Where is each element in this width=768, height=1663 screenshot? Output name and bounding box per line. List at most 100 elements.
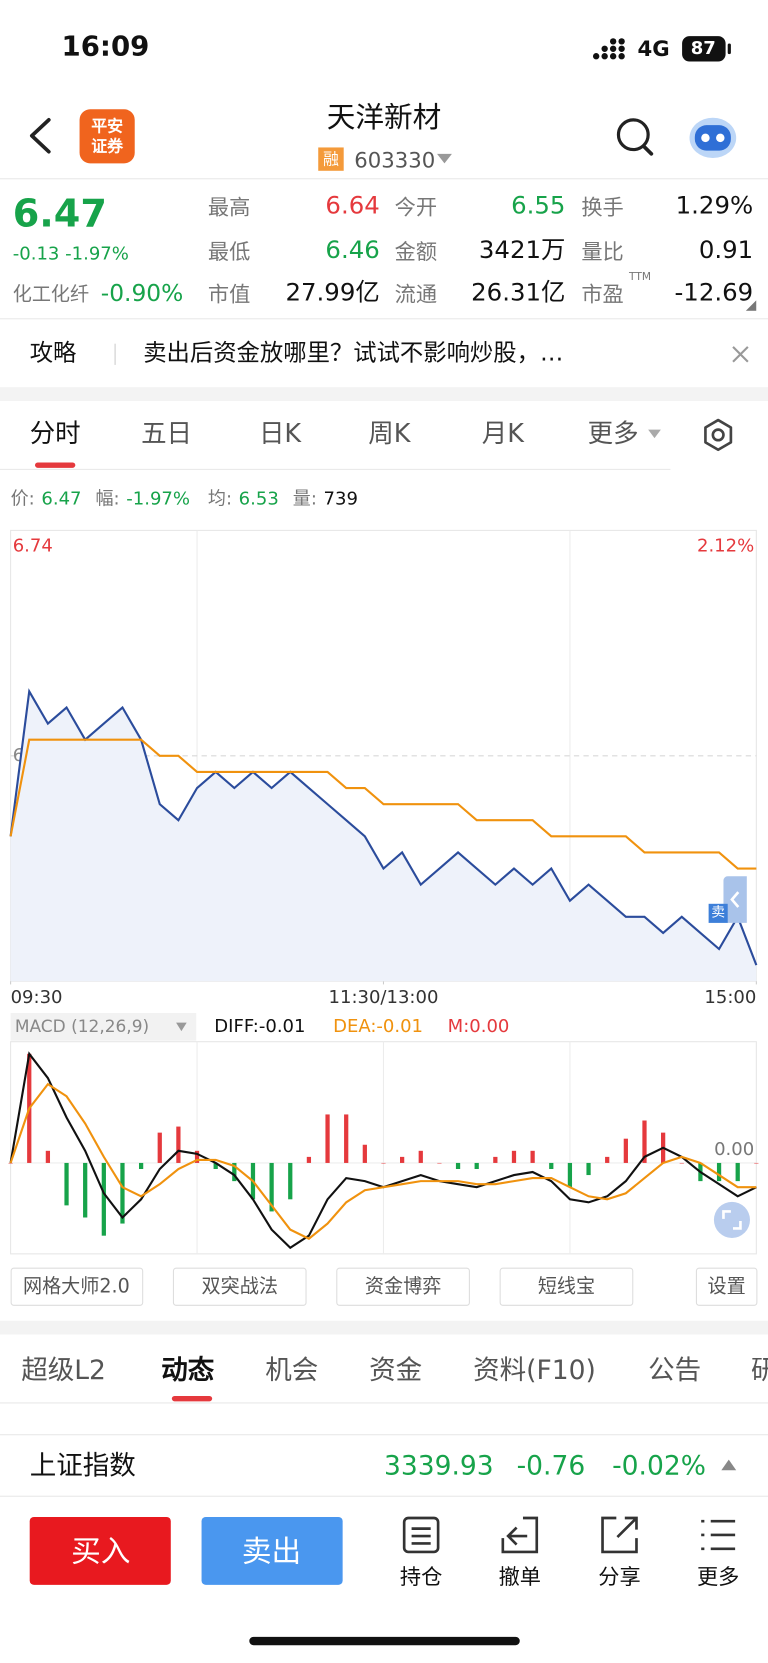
y-tick-label: 6.74 bbox=[13, 535, 53, 556]
tool-button[interactable] bbox=[172, 1267, 307, 1306]
sector-name: 化工化纤 bbox=[12, 283, 90, 306]
macd-bar bbox=[400, 1156, 405, 1163]
field-value: 0.91 bbox=[698, 236, 754, 265]
macd-bar bbox=[381, 1162, 386, 1164]
chart-tab[interactable]: 周K bbox=[368, 418, 411, 449]
field-value: 6.55 bbox=[511, 192, 566, 220]
share-icon[interactable] bbox=[599, 1515, 639, 1555]
chart-tab[interactable]: 更多 bbox=[587, 418, 639, 449]
macd-bar bbox=[120, 1162, 125, 1224]
macd-bar bbox=[8, 1162, 13, 1164]
index-change-pct: -0.02% bbox=[612, 1450, 706, 1481]
macd-bar bbox=[362, 1144, 367, 1163]
chart-tab[interactable]: 月K bbox=[481, 418, 524, 449]
y2-tick-label: 2.12% bbox=[697, 535, 754, 556]
cancel-icon[interactable] bbox=[500, 1515, 540, 1555]
macd-bar bbox=[213, 1162, 218, 1170]
section-tab[interactable]: 资料(F10) bbox=[473, 1354, 596, 1386]
info-label: 幅: bbox=[95, 488, 120, 511]
battery bbox=[682, 36, 726, 62]
search-button[interactable] bbox=[615, 117, 655, 159]
macd-bar bbox=[605, 1156, 610, 1163]
section-tab[interactable]: 超级L2 bbox=[21, 1354, 106, 1386]
action-label: 更多 bbox=[696, 1563, 740, 1590]
status-time: 16:09 bbox=[61, 31, 150, 64]
macd-readout: M:0.00 bbox=[448, 1016, 510, 1037]
chart-tab[interactable]: 五日 bbox=[141, 418, 193, 449]
macd-bar bbox=[586, 1162, 591, 1176]
index-name[interactable]: 上证指数 bbox=[29, 1450, 136, 1481]
holdings-icon[interactable] bbox=[401, 1515, 441, 1555]
divider bbox=[0, 1434, 768, 1436]
macd-bar bbox=[138, 1162, 144, 1170]
field-value: -12.69 bbox=[674, 279, 754, 307]
home-indicator bbox=[249, 1636, 520, 1646]
tool-button[interactable] bbox=[336, 1267, 470, 1306]
field-label: 流通 bbox=[394, 281, 438, 307]
macd-bar bbox=[567, 1162, 573, 1188]
index-expand[interactable] bbox=[720, 1459, 737, 1472]
macd-bar bbox=[306, 1156, 312, 1163]
more-icon[interactable] bbox=[698, 1515, 738, 1555]
tool-label: 短线宝 bbox=[537, 1275, 596, 1298]
section-tab[interactable]: 动态 bbox=[161, 1354, 215, 1386]
macd-bar bbox=[194, 1150, 200, 1163]
divider bbox=[0, 1495, 768, 1497]
collapse-arrow bbox=[730, 891, 740, 908]
macd-bar bbox=[474, 1162, 479, 1170]
stock-name: 天洋新材 bbox=[326, 101, 442, 135]
banner-text[interactable]: 卖出后资金放哪里？试试不影响炒股，… bbox=[143, 340, 564, 367]
field-label: 金额 bbox=[394, 238, 438, 265]
section-tab[interactable]: 资金 bbox=[369, 1354, 423, 1386]
sector-change: -0.90% bbox=[100, 280, 184, 308]
tool-button[interactable] bbox=[499, 1267, 634, 1306]
stock-code: 603330 bbox=[354, 147, 436, 173]
x-tick-label: 09:30 bbox=[11, 987, 63, 1008]
macd-bar bbox=[735, 1162, 740, 1182]
info-value: 739 bbox=[323, 488, 358, 511]
code-dropdown[interactable] bbox=[436, 153, 453, 166]
macd-readout: DIFF:-0.01 bbox=[214, 1016, 305, 1037]
tool-button[interactable] bbox=[695, 1267, 758, 1306]
action-label: 持仓 bbox=[399, 1563, 443, 1590]
section-tab[interactable]: 公告 bbox=[648, 1354, 702, 1386]
info-value: 6.47 bbox=[41, 488, 82, 511]
tool-label: 网格大师2.0 bbox=[22, 1275, 130, 1298]
assistant-button[interactable] bbox=[687, 112, 738, 161]
macd-bar bbox=[455, 1162, 461, 1170]
info-value: -1.97% bbox=[126, 488, 191, 511]
tab-indicator bbox=[35, 462, 76, 468]
section-tab[interactable]: 研 bbox=[751, 1355, 768, 1387]
collapse-tab[interactable] bbox=[723, 876, 747, 923]
macd-bar bbox=[344, 1114, 349, 1163]
macd-title-box[interactable] bbox=[10, 1013, 197, 1041]
field-label: 市值 bbox=[207, 281, 251, 307]
buy-button[interactable] bbox=[29, 1516, 171, 1585]
trade-marker[interactable]: 卖 bbox=[708, 903, 728, 923]
index-value: 3339.93 bbox=[384, 1450, 494, 1481]
field-label: 最高 bbox=[207, 194, 251, 220]
macd-bar bbox=[45, 1150, 51, 1163]
last-price: 6.47 bbox=[12, 192, 107, 236]
back-button[interactable] bbox=[25, 117, 57, 155]
index-change: -0.76 bbox=[516, 1450, 586, 1481]
field-label: 今开 bbox=[394, 194, 438, 220]
banner-close[interactable] bbox=[731, 345, 750, 364]
macd-bar bbox=[232, 1162, 237, 1182]
dea-line bbox=[9, 1082, 757, 1240]
section-tab[interactable]: 机会 bbox=[265, 1354, 319, 1386]
chart-tab[interactable]: 日K bbox=[258, 418, 302, 449]
sell-button[interactable] bbox=[201, 1516, 343, 1585]
field-value: 6.46 bbox=[325, 236, 380, 265]
chart-tab[interactable]: 分时 bbox=[29, 418, 81, 449]
logo-text: 平安 bbox=[91, 116, 124, 136]
action-label: 撤单 bbox=[498, 1563, 542, 1590]
expand-button[interactable] bbox=[713, 1201, 750, 1238]
settings-button[interactable] bbox=[701, 418, 735, 452]
macd-bar bbox=[325, 1114, 330, 1163]
tool-button[interactable] bbox=[10, 1267, 144, 1306]
gap bbox=[0, 1320, 768, 1335]
tab-indicator bbox=[171, 1396, 213, 1402]
x-tick-label: 11:30/13:00 bbox=[329, 987, 439, 1008]
